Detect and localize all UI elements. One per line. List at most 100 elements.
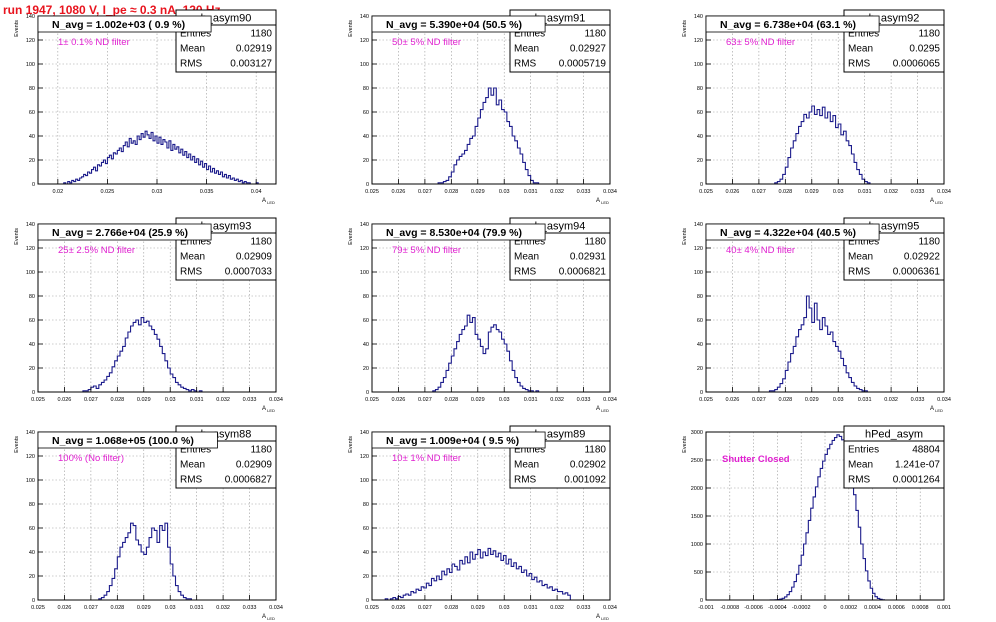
navg-box [705, 15, 880, 33]
y-tick-label: 60 [363, 110, 369, 116]
x-tick-label: 0.031 [858, 397, 872, 403]
y-tick-label: 60 [697, 318, 703, 324]
y-tick-label: 1500 [691, 514, 703, 520]
y-tick-label: 100 [694, 270, 703, 276]
x-tick-label: 0.03 [165, 605, 176, 611]
x-tick-label: 0.032 [884, 189, 898, 195]
filter-annotation: 10± 1% ND filter [392, 453, 461, 464]
x-tick-label: 0.029 [137, 397, 151, 403]
stats-label: RMS [514, 59, 537, 70]
stats-label: Entries [514, 237, 545, 248]
y-tick-label: 40 [29, 342, 35, 348]
stats-title: hPed_asym [865, 429, 923, 441]
stats-value: 48804 [912, 445, 940, 456]
x-tick-label: 0.029 [471, 605, 485, 611]
x-tick-label: 0.033 [243, 605, 257, 611]
stats-label: Mean [848, 252, 873, 263]
histogram-line [82, 317, 203, 393]
x-tick-label: -0.0004 [768, 605, 787, 611]
y-tick-label: 0 [32, 182, 35, 188]
y-tick-label: 0 [366, 182, 369, 188]
stats-label: RMS [848, 59, 871, 70]
y-tick-label: 20 [29, 158, 35, 164]
histogram-panel-h_asym88: 0.025 0.026 0.027 0.028 0.029 0.03 0.031 0.032 0… [14, 425, 283, 621]
y-tick-label: 80 [29, 86, 35, 92]
stats-value: 1180 [250, 445, 272, 456]
stats-value: 0.0006827 [225, 475, 273, 486]
stats-label: Entries [848, 237, 879, 248]
y-tick-label: 60 [697, 110, 703, 116]
y-tick-label: 80 [697, 294, 703, 300]
y-tick-label: 120 [694, 246, 703, 252]
navg-box [371, 223, 546, 241]
y-tick-label: 60 [29, 318, 35, 324]
x-tick-label: -0.0002 [792, 605, 811, 611]
x-axis-title: A LED [596, 614, 609, 621]
x-tick-label: 0.031 [524, 397, 538, 403]
navg-label: N_avg = 1.002e+03 ( 0.9 %) [52, 19, 185, 31]
stats-value: 0.0005719 [559, 59, 607, 70]
x-tick-label: 0.034 [269, 397, 283, 403]
x-tick-label: 0.034 [937, 189, 951, 195]
x-tick-label: 0.033 [911, 397, 925, 403]
stats-label: Mean [180, 460, 205, 471]
stats-value: 0.02927 [570, 44, 607, 55]
y-tick-label: 20 [697, 158, 703, 164]
histogram-line [384, 547, 571, 601]
y-tick-label: 40 [697, 342, 703, 348]
x-tick-label: 0.033 [911, 189, 925, 195]
x-tick-label: 0.033 [577, 397, 591, 403]
y-tick-label: 0 [700, 182, 703, 188]
x-tick-label: 0.0002 [840, 605, 857, 611]
navg-label: N_avg = 2.766e+04 (25.9 %) [52, 227, 188, 239]
x-tick-label: 0.03 [833, 397, 844, 403]
x-tick-label: 0.027 [752, 189, 766, 195]
y-tick-label: 20 [697, 366, 703, 372]
stats-value: 1180 [250, 29, 272, 40]
x-tick-label: 0.026 [58, 605, 72, 611]
histogram-panel-h_asym90: 0.02 0.025 0.03 0.035 0.04 0 20 40 60 80 100 120 140… [14, 9, 277, 205]
histogram-line [765, 434, 886, 601]
x-tick-label: 0.03 [165, 397, 176, 403]
x-tick-label: 0.029 [471, 189, 485, 195]
stats-value: 0.02922 [904, 252, 941, 263]
y-tick-label: 40 [363, 550, 369, 556]
navg-box [371, 431, 546, 449]
x-tick-label: 0.034 [603, 189, 617, 195]
navg-box [37, 15, 212, 33]
navg-box [37, 223, 212, 241]
stats-label: RMS [180, 475, 203, 486]
x-tick-label: 0.034 [937, 397, 951, 403]
histogram-line [768, 295, 876, 393]
histogram-panel-h_asym89: 0.025 0.026 0.027 0.028 0.029 0.03 0.031 0.032 0… [348, 425, 617, 621]
x-tick-label: 0.025 [365, 605, 379, 611]
navg-label: N_avg = 6.738e+04 (63.1 %) [720, 19, 856, 31]
y-tick-label: 0 [366, 390, 369, 396]
x-tick-label: 0.027 [418, 605, 432, 611]
y-tick-label: 100 [694, 62, 703, 68]
y-tick-label: 120 [26, 38, 35, 44]
x-tick-label: 0.028 [444, 189, 458, 195]
x-tick-label: 0.031 [858, 189, 872, 195]
stats-label: Entries [180, 29, 211, 40]
y-tick-label: 3000 [691, 430, 703, 436]
x-tick-label: 0.0004 [864, 605, 881, 611]
x-tick-label: 0.0008 [912, 605, 929, 611]
stats-value: 1180 [584, 29, 606, 40]
stats-title: h_asym90 [201, 13, 252, 25]
stats-value: 0.0001264 [893, 475, 941, 486]
navg-label: N_avg = 5.390e+04 (50.5 %) [386, 19, 522, 31]
y-axis-title: Events [682, 436, 688, 453]
stats-value: 0.0295 [909, 44, 940, 55]
x-tick-label: 0.031 [524, 189, 538, 195]
stats-label: Mean [514, 252, 539, 263]
y-tick-label: 2500 [691, 458, 703, 464]
filter-annotation: 1± 0.1% ND filter [58, 37, 130, 48]
y-tick-label: 140 [694, 222, 703, 228]
y-tick-label: 60 [363, 526, 369, 532]
y-tick-label: 0 [366, 598, 369, 604]
y-tick-label: 40 [29, 134, 35, 140]
stats-label: RMS [848, 475, 871, 486]
y-tick-label: 40 [697, 134, 703, 140]
x-tick-label: 0.03 [499, 189, 510, 195]
